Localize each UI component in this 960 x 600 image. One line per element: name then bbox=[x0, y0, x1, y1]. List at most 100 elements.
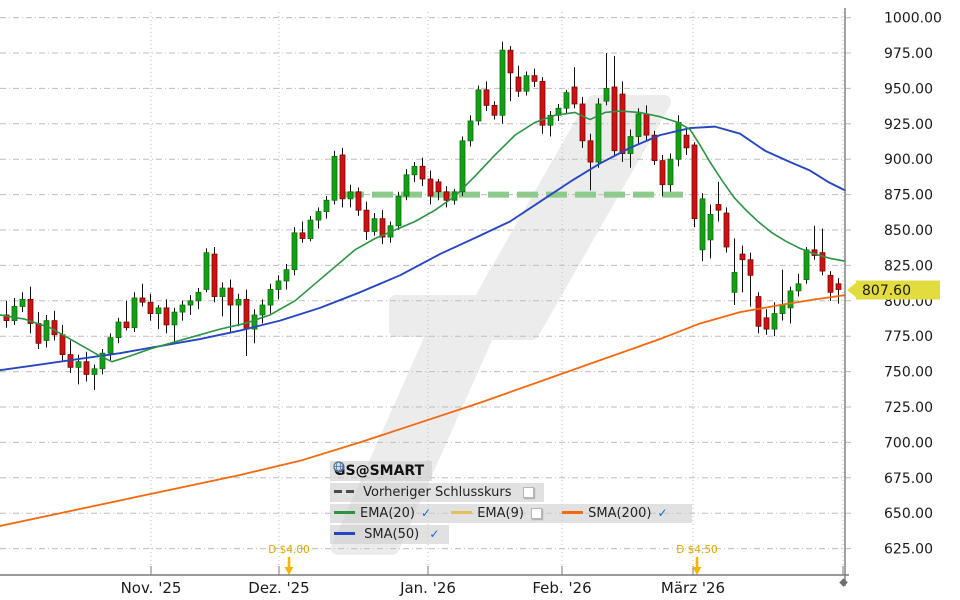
candle-up[interactable] bbox=[75, 361, 82, 368]
candle-down[interactable] bbox=[755, 296, 762, 327]
candle-up[interactable] bbox=[787, 290, 794, 309]
candle-up[interactable] bbox=[251, 314, 258, 330]
candle-down[interactable] bbox=[619, 93, 626, 154]
candle-down[interactable] bbox=[739, 253, 746, 261]
candle-up[interactable] bbox=[99, 352, 106, 370]
ema20-checkbox-checked[interactable]: ✓ bbox=[421, 506, 432, 520]
candle-down[interactable] bbox=[51, 320, 58, 336]
candle-up[interactable] bbox=[803, 249, 810, 280]
candle-down[interactable] bbox=[539, 80, 546, 126]
candle-up[interactable] bbox=[203, 252, 210, 290]
candle-up[interactable] bbox=[283, 269, 290, 282]
candle-up[interactable] bbox=[603, 88, 610, 102]
candle-up[interactable] bbox=[195, 291, 202, 302]
candle-down[interactable] bbox=[83, 361, 90, 375]
prev-close-checkbox-unchecked[interactable] bbox=[522, 487, 534, 498]
candle-down[interactable] bbox=[587, 140, 594, 163]
candle-up[interactable] bbox=[171, 311, 178, 326]
candle-down[interactable] bbox=[163, 307, 170, 326]
candle-down[interactable] bbox=[715, 204, 722, 211]
candle-down[interactable] bbox=[3, 314, 10, 322]
sma200-checkbox-checked[interactable]: ✓ bbox=[657, 506, 668, 520]
candle-up[interactable] bbox=[459, 140, 466, 193]
candle-up[interactable] bbox=[499, 49, 506, 116]
candle-up[interactable] bbox=[19, 298, 26, 307]
candle-down[interactable] bbox=[643, 113, 650, 136]
candle-down[interactable] bbox=[339, 154, 346, 200]
candle-up[interactable] bbox=[547, 114, 554, 126]
candle-down[interactable] bbox=[227, 287, 234, 306]
candle-down[interactable] bbox=[579, 103, 586, 142]
candle-down[interactable] bbox=[363, 209, 370, 232]
candle-down[interactable] bbox=[691, 144, 698, 220]
candle-up[interactable] bbox=[291, 232, 298, 271]
candle-down[interactable] bbox=[59, 334, 66, 356]
candle-up[interactable] bbox=[595, 103, 602, 163]
axis-cursor[interactable] bbox=[839, 578, 848, 587]
candle-up[interactable] bbox=[371, 218, 378, 232]
candle-down[interactable] bbox=[507, 49, 514, 74]
candle-up[interactable] bbox=[795, 283, 802, 292]
candle-up[interactable] bbox=[315, 211, 322, 221]
candle-down[interactable] bbox=[27, 298, 34, 324]
candle-up[interactable] bbox=[523, 75, 530, 92]
ema9-checkbox-unchecked[interactable] bbox=[530, 508, 542, 519]
candle-up[interactable] bbox=[563, 92, 570, 109]
candle-up[interactable] bbox=[347, 191, 354, 200]
candle-down[interactable] bbox=[611, 86, 618, 152]
candle-down[interactable] bbox=[443, 191, 450, 201]
candle-down[interactable] bbox=[427, 178, 434, 197]
candle-up[interactable] bbox=[91, 368, 98, 375]
candle-down[interactable] bbox=[571, 86, 578, 105]
globe-icon[interactable] bbox=[333, 461, 344, 472]
candle-down[interactable] bbox=[379, 218, 386, 238]
candle-down[interactable] bbox=[211, 253, 218, 297]
dividend-arrow-head[interactable] bbox=[284, 567, 294, 575]
candle-up[interactable] bbox=[331, 155, 338, 201]
candle-up[interactable] bbox=[155, 307, 162, 314]
candle-down[interactable] bbox=[123, 321, 130, 329]
candle-up[interactable] bbox=[627, 136, 634, 154]
candle-up[interactable] bbox=[475, 89, 482, 122]
candle-up[interactable] bbox=[179, 304, 186, 313]
candle-down[interactable] bbox=[683, 134, 690, 149]
candle-up[interactable] bbox=[307, 219, 314, 239]
candle-up[interactable] bbox=[675, 121, 682, 160]
candle-down[interactable] bbox=[35, 323, 42, 344]
candle-down[interactable] bbox=[659, 160, 666, 186]
candle-down[interactable] bbox=[763, 317, 770, 330]
candle-down[interactable] bbox=[435, 181, 442, 193]
candle-up[interactable] bbox=[635, 113, 642, 137]
candle-up[interactable] bbox=[275, 280, 282, 290]
candle-down[interactable] bbox=[491, 104, 498, 116]
candle-up[interactable] bbox=[43, 320, 50, 341]
candle-up[interactable] bbox=[779, 304, 786, 314]
dividend-arrow-head[interactable] bbox=[692, 567, 702, 575]
candle-down[interactable] bbox=[747, 259, 754, 276]
candle-down[interactable] bbox=[531, 75, 538, 82]
candle-down[interactable] bbox=[147, 301, 154, 314]
candle-down[interactable] bbox=[419, 165, 426, 180]
candle-down[interactable] bbox=[819, 252, 826, 272]
candle-down[interactable] bbox=[299, 232, 306, 239]
sma50-checkbox-checked[interactable]: ✓ bbox=[429, 527, 440, 541]
candle-up[interactable] bbox=[131, 297, 138, 329]
candle-up[interactable] bbox=[667, 158, 674, 186]
candle-up[interactable] bbox=[395, 195, 402, 227]
candle-up[interactable] bbox=[467, 120, 474, 142]
candle-down[interactable] bbox=[355, 191, 362, 211]
candle-up[interactable] bbox=[403, 174, 410, 197]
candle-up[interactable] bbox=[235, 298, 242, 306]
candle-down[interactable] bbox=[483, 89, 490, 106]
candle-down[interactable] bbox=[827, 274, 834, 293]
candle-down[interactable] bbox=[723, 212, 730, 248]
candle-up[interactable] bbox=[11, 306, 18, 322]
candle-down[interactable] bbox=[515, 76, 522, 92]
candle-up[interactable] bbox=[107, 337, 114, 354]
candle-up[interactable] bbox=[707, 214, 714, 241]
candle-up[interactable] bbox=[187, 300, 194, 306]
candle-down[interactable] bbox=[835, 283, 842, 290]
candle-down[interactable] bbox=[243, 298, 250, 330]
candle-down[interactable] bbox=[139, 297, 146, 303]
